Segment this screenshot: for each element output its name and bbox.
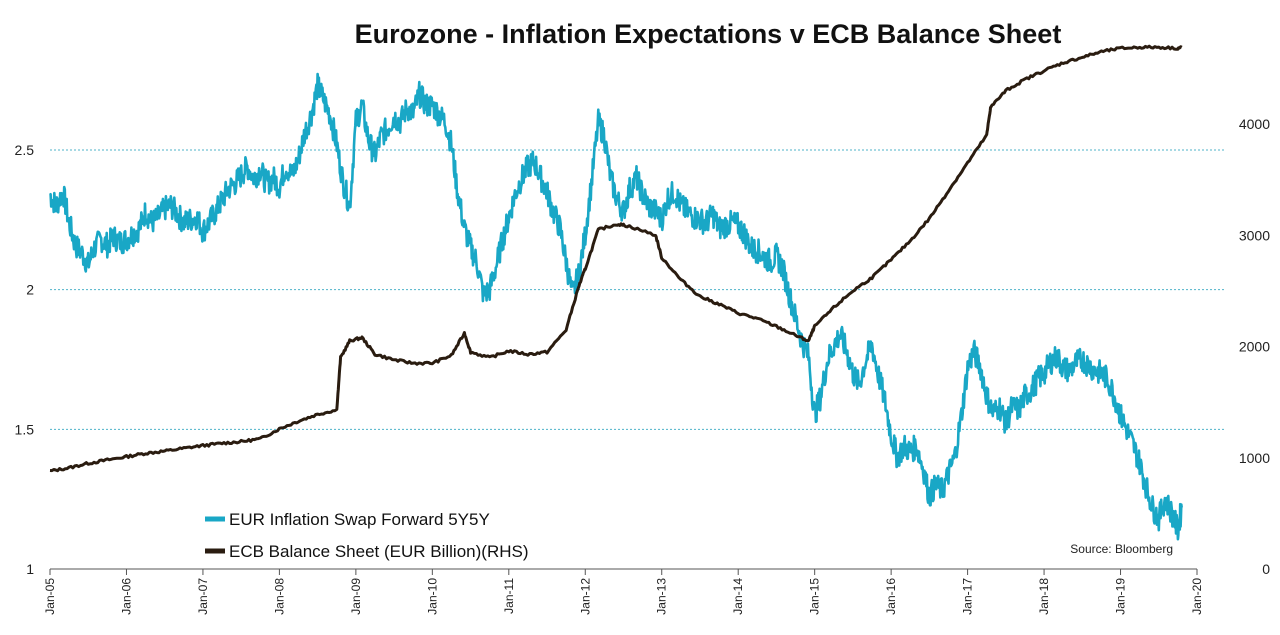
legend: EUR Inflation Swap Forward 5Y5Y ECB Bala… [205, 510, 529, 561]
right-tick-label: 2000 [1239, 339, 1270, 355]
x-axis-ticks: Jan-05 Jan-06 Jan-07 Jan-08 Jan-09 Jan-10 Jan-… [43, 569, 1204, 615]
right-axis-ticks: 0 1000 2000 3000 4000 [1239, 116, 1270, 577]
chart-title: Eurozone - Inflation Expectations v ECB … [355, 19, 1062, 49]
x-tick-label: Jan-09 [349, 578, 363, 615]
left-tick-label: 1 [26, 561, 34, 577]
left-axis-ticks: 1 1.5 2 2.5 [15, 142, 35, 577]
x-tick-label: Jan-19 [1114, 578, 1128, 615]
left-tick-label: 1.5 [15, 421, 35, 437]
x-tick-label: Jan-07 [196, 578, 210, 615]
series-line-balance [49, 44, 1183, 473]
x-tick-label: Jan-06 [119, 578, 133, 615]
x-tick-label: Jan-18 [1037, 578, 1051, 615]
right-tick-label: 4000 [1239, 116, 1270, 132]
x-tick-label: Jan-14 [731, 578, 745, 615]
x-tick-label: Jan-17 [961, 578, 975, 615]
left-tick-label: 2.5 [15, 142, 35, 158]
x-tick-label: Jan-16 [884, 578, 898, 615]
x-tick-label: Jan-12 [578, 578, 592, 615]
legend-label-balance: ECB Balance Sheet (EUR Billion)(RHS) [229, 542, 529, 561]
legend-label-swap: EUR Inflation Swap Forward 5Y5Y [229, 510, 490, 529]
right-tick-label: 0 [1262, 561, 1270, 577]
right-tick-label: 1000 [1239, 450, 1270, 466]
x-tick-label: Jan-10 [425, 578, 439, 615]
series-line-swap [49, 72, 1183, 541]
x-tick-label: Jan-08 [272, 578, 286, 615]
right-tick-label: 3000 [1239, 227, 1270, 243]
x-tick-label: Jan-05 [43, 578, 57, 615]
x-tick-label: Jan-13 [655, 578, 669, 615]
x-tick-label: Jan-20 [1190, 578, 1204, 615]
x-tick-label: Jan-15 [808, 578, 822, 615]
left-tick-label: 2 [26, 282, 34, 298]
series-lines [49, 44, 1183, 541]
x-tick-label: Jan-11 [502, 578, 516, 614]
source-note: Source: Bloomberg [1070, 542, 1173, 556]
